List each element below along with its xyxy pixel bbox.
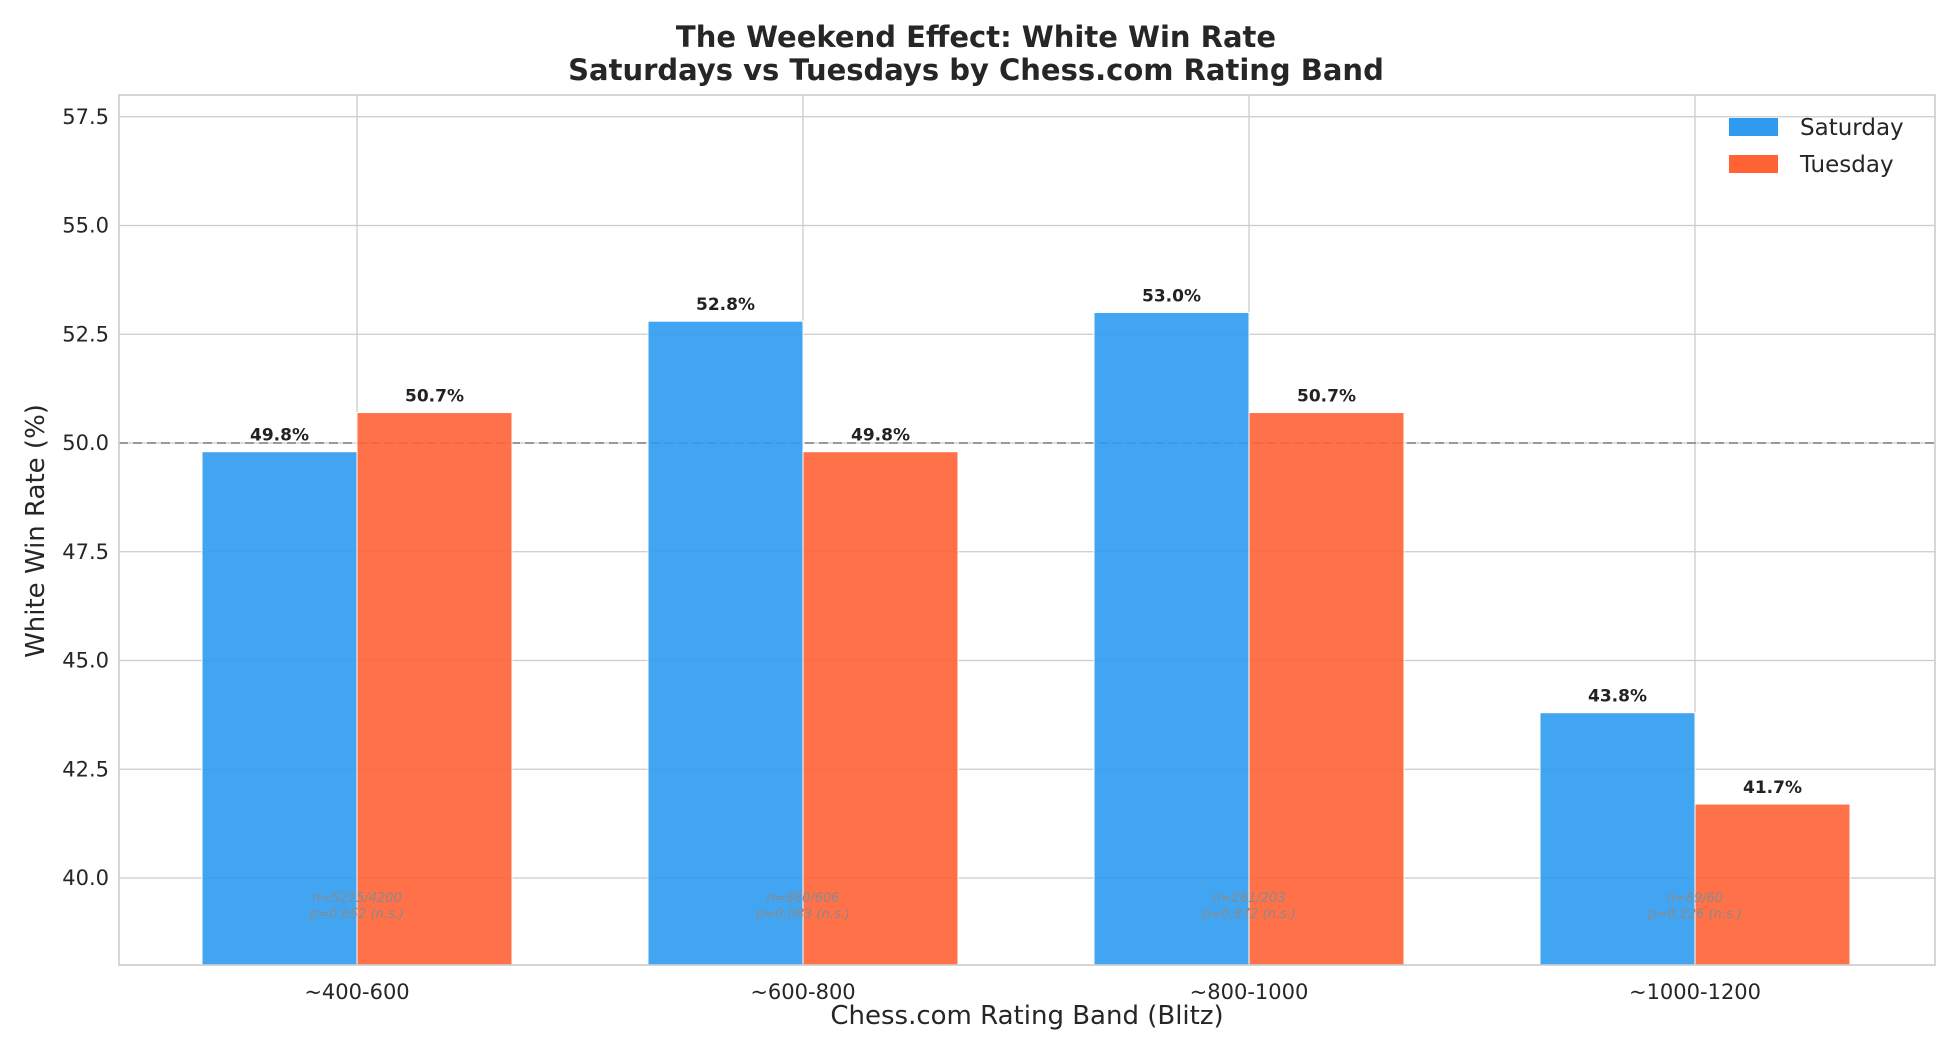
plot-frame <box>118 94 1936 966</box>
annotation-sample-size: n=5215/4200 <box>312 891 402 906</box>
y-tick-label: 50.0 <box>62 431 109 455</box>
bar-saturday <box>647 320 804 966</box>
annotation-p-value: p=0.872 (n.s.) <box>1201 907 1296 922</box>
legend-label-tuesday: Tuesday <box>1799 152 1894 178</box>
bar-saturday <box>1093 312 1250 966</box>
bar-value-label: 49.8% <box>851 426 910 446</box>
annotation-p-value: p=0.652 (n.s.) <box>309 907 404 922</box>
annotation-sample-size: n=261/203 <box>1212 891 1285 906</box>
y-tick-label: 45.0 <box>62 649 109 673</box>
bar-value-label: 49.8% <box>250 426 309 446</box>
x-axis-label: Chess.com Rating Band (Blitz) <box>830 1001 1223 1031</box>
bar-value-label: 52.8% <box>696 295 755 315</box>
bar-value-label: 50.7% <box>405 387 464 407</box>
bar-saturday <box>201 451 358 966</box>
x-tick-label: ~800-1000 <box>1190 980 1309 1004</box>
y-axis-label: White Win Rate (%) <box>21 404 51 658</box>
y-tick-label: 52.5 <box>62 322 109 346</box>
y-tick-label: 40.0 <box>62 866 109 890</box>
chart-title-line2: Saturdays vs Tuesdays by Chess.com Ratin… <box>568 53 1384 87</box>
annotation-p-value: p=0.226 (n.s.) <box>1647 907 1742 922</box>
y-tick-label: 57.5 <box>62 105 109 129</box>
x-tick-label: ~1000-1200 <box>1629 980 1761 1004</box>
tick-labels: 40.0 42.5 45.0 47.5 50.0 52.5 55.0 57.5 ~400-600… <box>62 105 1761 1004</box>
bar-tuesday <box>1694 803 1851 966</box>
bar-tuesday <box>802 451 959 966</box>
legend-swatch-tuesday <box>1729 155 1778 173</box>
y-tick-label: 47.5 <box>62 540 109 564</box>
bar-value-label: 43.8% <box>1588 687 1647 707</box>
x-tick-label: ~600-800 <box>750 980 855 1004</box>
bar-tuesday <box>1248 412 1405 966</box>
legend-label-saturday: Saturday <box>1800 115 1904 141</box>
bars <box>201 312 1851 966</box>
y-tick-label: 42.5 <box>62 757 109 781</box>
annotation-sample-size: n=89/60 <box>1667 891 1724 906</box>
x-tick-label: ~400-600 <box>304 980 409 1004</box>
annotation-sample-size: n=880/606 <box>766 891 839 906</box>
legend: Saturday Tuesday <box>1729 115 1904 178</box>
chart-title-line1: The Weekend Effect: White Win Rate <box>676 20 1276 54</box>
bar-saturday <box>1539 712 1696 966</box>
legend-swatch-saturday <box>1729 118 1778 136</box>
bar-value-label: 50.7% <box>1297 387 1356 407</box>
bar-tuesday <box>356 412 513 966</box>
annotation-p-value: p=0.083 (n.s.) <box>755 907 850 922</box>
bar-value-labels: 49.8% 52.8% 53.0% 43.8% 50.7% 49.8% 50.7% 41.7% <box>250 287 1802 799</box>
y-tick-label: 55.0 <box>62 214 109 238</box>
bar-value-label: 41.7% <box>1743 778 1802 798</box>
bar-value-label: 53.0% <box>1142 287 1201 307</box>
